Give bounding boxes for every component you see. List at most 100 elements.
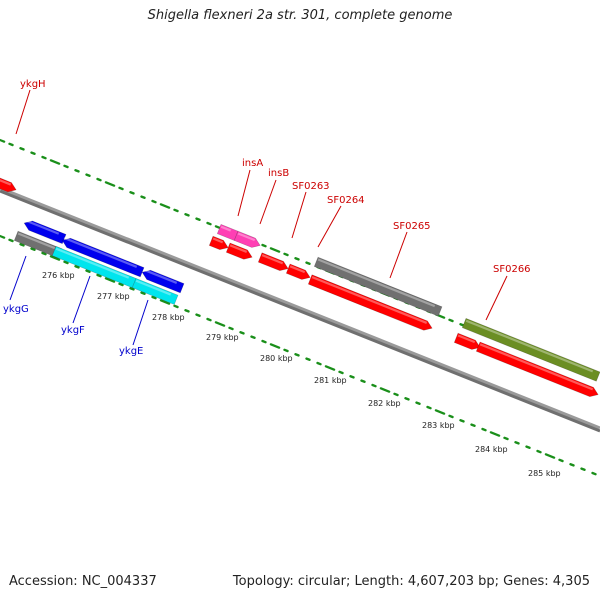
gene-box-SF0265[interactable] (313, 256, 443, 317)
tick-mark (96, 273, 102, 278)
tick-mark (19, 147, 25, 151)
gene-arrow-ykgH[interactable] (0, 169, 18, 194)
tick-mark (558, 458, 564, 463)
gene-arrow-red-4[interactable] (453, 332, 482, 352)
tick-mark (129, 191, 135, 195)
gene-arrow-insB[interactable] (233, 230, 262, 250)
scale-label: 280 kbp (260, 354, 293, 363)
tick-mark (434, 409, 446, 415)
gene-arrow-red-2[interactable] (225, 242, 254, 262)
backbone-line (0, 189, 600, 433)
tick-mark (426, 405, 432, 410)
tick-mark (591, 471, 597, 476)
scale-label: 276 kbp (42, 271, 75, 280)
tick-mark (63, 260, 69, 265)
tick-mark (294, 257, 300, 261)
scale-label: 285 kbp (528, 469, 561, 478)
tick-mark (269, 343, 281, 349)
tick-mark (184, 309, 190, 313)
tick-mark (239, 331, 245, 335)
gene-label-insA[interactable]: insA (242, 158, 263, 169)
scale-label: 278 kbp (152, 313, 185, 322)
tick-mark (206, 317, 212, 322)
tick-mark (74, 265, 80, 269)
gene-label-ykgE[interactable]: ykgE (119, 346, 143, 357)
tick-mark (269, 247, 281, 253)
gene-box-ykgE[interactable] (131, 278, 179, 305)
tick-mark (118, 282, 124, 287)
gene-arrow-SF0263[interactable] (257, 252, 290, 273)
genome-summary-text: Topology: circular; Length: 4,607,203 bp… (232, 574, 590, 589)
gene-label-SF0266[interactable]: SF0266 (493, 264, 531, 275)
gene-box-SF0266[interactable] (461, 318, 600, 382)
tick-mark (349, 375, 355, 379)
gene-label-ykgG[interactable]: ykgG (3, 304, 29, 315)
tick-mark (316, 361, 322, 366)
tick-mark (85, 173, 91, 177)
tick-mark (379, 387, 391, 393)
tick-mark (8, 142, 14, 147)
gene-box-ykgF[interactable] (51, 246, 137, 289)
accession-text: Accession: NC_004337 (9, 574, 157, 589)
tick-mark (448, 318, 454, 323)
tick-mark (173, 208, 179, 213)
tick-mark (459, 419, 465, 423)
gene-box-insA[interactable] (216, 224, 239, 241)
tick-mark (214, 321, 226, 327)
leader-line (317, 205, 342, 248)
tick-mark (283, 348, 289, 353)
gene-arrow-ykgG-c[interactable] (140, 268, 185, 294)
tick-mark (305, 261, 311, 265)
tick-mark (481, 427, 487, 432)
tick-mark (324, 365, 336, 371)
gene-arrow-SF0264[interactable] (285, 263, 312, 282)
label-leader-lines (9, 89, 508, 346)
tick-mark (195, 217, 201, 221)
map-title: Shigella flexneri 2a str. 301, complete … (147, 8, 453, 23)
leader-line (72, 275, 91, 324)
leader-line (237, 169, 251, 217)
gene-label-SF0263[interactable]: SF0263 (292, 181, 330, 192)
tick-mark (104, 277, 116, 283)
gene-label-ykgF[interactable]: ykgF (61, 325, 85, 336)
gene-arrow-red-5[interactable] (475, 341, 600, 399)
tick-mark (489, 431, 501, 437)
gene-arrow-red-3[interactable] (307, 274, 434, 333)
gene-box-gray-left[interactable] (13, 230, 63, 259)
tick-mark (404, 397, 410, 401)
tick-mark (0, 138, 6, 143)
tick-mark (459, 323, 465, 327)
tick-mark (261, 243, 267, 248)
tick-mark (8, 238, 14, 243)
tick-mark (448, 414, 454, 419)
tick-mark (159, 203, 171, 209)
tick-mark (261, 339, 267, 344)
backbone-line (0, 186, 600, 430)
tick-mark (85, 269, 91, 273)
tick-mark (228, 326, 234, 331)
tick-mark (393, 392, 399, 397)
tick-mark (514, 441, 520, 445)
tick-mark (0, 234, 6, 239)
tick-mark (104, 181, 116, 187)
gene-label-ykgH[interactable]: ykgH (20, 79, 46, 90)
gene-label-SF0264[interactable]: SF0264 (327, 195, 365, 206)
tick-mark (49, 159, 61, 165)
tick-mark (525, 445, 531, 449)
gene-features (0, 169, 600, 399)
tick-mark (415, 401, 421, 405)
tick-mark (159, 299, 171, 305)
genome-backbone (0, 186, 600, 433)
leader-line (485, 275, 508, 321)
tick-mark (41, 155, 47, 160)
tick-mark (63, 164, 69, 169)
gene-arrow-red-1[interactable] (208, 235, 230, 252)
tick-mark (371, 383, 377, 388)
tick-mark (74, 169, 80, 173)
gene-arrow-ykgG-b[interactable] (60, 236, 145, 278)
gene-label-insB[interactable]: insB (268, 168, 289, 179)
gene-arrow-ykgG-a[interactable] (22, 218, 67, 245)
gene-label-SF0265[interactable]: SF0265 (393, 221, 431, 232)
tick-mark (140, 195, 146, 199)
leader-line (291, 191, 307, 239)
